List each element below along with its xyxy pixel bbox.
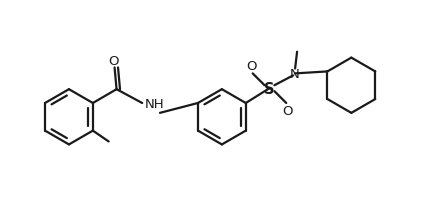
Text: NH: NH [145, 98, 165, 111]
Text: O: O [282, 105, 293, 118]
Text: O: O [246, 60, 257, 73]
Text: O: O [109, 55, 119, 68]
Text: S: S [264, 81, 275, 96]
Text: N: N [290, 68, 300, 81]
